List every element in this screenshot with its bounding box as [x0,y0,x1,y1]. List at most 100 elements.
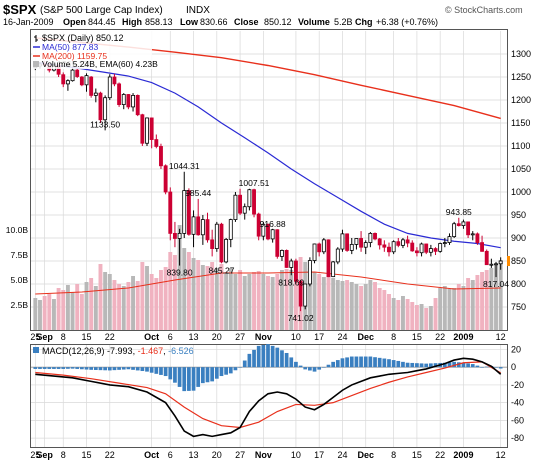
candle-body [210,239,215,249]
macd-x-tick-label: 20 [212,450,222,460]
macd-x-tick-label: 24 [337,450,347,460]
quote-close-label: Close [234,17,259,27]
candle-body [149,117,154,140]
price-x-tick-label: 6 [168,332,173,342]
candle-body [135,95,140,116]
macd-lines [35,357,502,438]
macd-histogram-bar [368,356,373,368]
macd-histogram-bar [121,367,126,370]
quote-open-label: Open [63,17,86,27]
candle-body [410,242,415,252]
volume-bar [163,267,168,330]
macd-histogram-bar [228,367,233,374]
price-annotation: 817.04 [483,279,509,289]
volume-bar [354,284,359,330]
volume-bar [61,290,66,330]
macd-histogram-bar [331,361,336,368]
volume-bar [321,277,326,330]
macd-histogram-bar [224,367,228,375]
price-x-tick-label: Dec [357,332,374,342]
macd-histogram-bar [289,357,294,368]
macd-x-tick-label: 22 [105,450,115,460]
price-candles [33,60,503,312]
macd-histogram-bar [326,364,331,368]
candle-body [419,243,424,254]
macd-histogram-bar [168,367,173,380]
candle-body [382,244,387,248]
volume-bar [382,290,387,330]
volume-bar [452,288,457,330]
macd-histogram-bar [173,367,177,383]
macd-x-tick-label: Oct [144,450,159,460]
macd-histogram-bar [38,367,42,369]
macd-histogram-bar [480,367,484,368]
volume-bar [238,270,243,330]
volume-bar [396,300,401,330]
price-x-tick-label: 25 [30,332,40,342]
volume-bar [456,284,461,330]
macd-histogram-bar [415,363,419,368]
volume-bar [400,296,405,330]
price-x-tick-label: 8 [391,332,396,342]
price-x-tick-label: Sep [36,332,53,342]
volume-bar [280,270,284,330]
volume-bar [149,274,154,330]
candle-body [280,250,284,257]
macd-histogram-bar [387,359,391,368]
macd-histogram-bar [405,362,410,368]
price-annotation: 916.88 [260,219,286,229]
macd-histogram-bar [191,367,196,391]
price-x-tick-label: 10 [291,332,301,342]
candle-body [373,232,377,240]
volume-bar [33,298,38,330]
volume-bar [65,285,70,330]
volume-bar [252,272,256,330]
candle-body [261,223,266,237]
candle-body [489,263,494,266]
quote-close: 850.12 [264,17,292,27]
volume-bar [419,304,424,330]
volume-bar [219,264,224,330]
macd-histogram-bar [433,363,438,368]
macd-histogram-bar [47,367,52,369]
macd-x-tick-label: Nov [255,450,272,460]
volume-bar [98,264,103,330]
volume-bar [168,252,173,330]
macd-histogram-bar [317,367,322,370]
candle-body [79,76,84,86]
candle-body [168,191,173,234]
legend-background [32,31,152,69]
macd-value: -7.993 [107,346,133,356]
volume-bar [414,305,419,330]
candle-body [75,69,80,77]
candle-body [84,75,89,86]
macd-signal-value: -1.467 [138,346,164,356]
macd-histogram-bar [270,345,275,368]
volume-bar [121,286,126,330]
volume-ema-line [35,271,501,295]
volume-bar [75,284,80,330]
macd-tick-label: -80 [511,433,524,443]
volume-bar [428,306,433,330]
price-annotation: 943.85 [446,207,472,217]
candle-body [205,219,210,241]
volume-bar [159,270,163,330]
candle-body [331,261,336,278]
macd-x-tick-label: 22 [435,450,445,460]
macd-histogram-bar [75,367,80,369]
price-y-axis: 750 800 850 900 950 1000 1050 1100 1150 1200 1250 1… [511,49,531,312]
volume-bar [107,274,112,330]
candle-body [214,223,219,249]
candle-body [345,233,350,251]
price-tick-label: 850 [511,256,526,266]
candle-body [117,83,122,106]
macd-histogram-bar [373,357,377,368]
macd-x-tick-label: 8 [391,450,396,460]
volume-bar [112,280,117,330]
price-tick-label: 1000 [511,187,531,197]
volume-bar [70,292,75,330]
volume-bar [191,258,196,330]
volume-bar [103,272,108,330]
macd-histogram-bar [484,366,489,368]
